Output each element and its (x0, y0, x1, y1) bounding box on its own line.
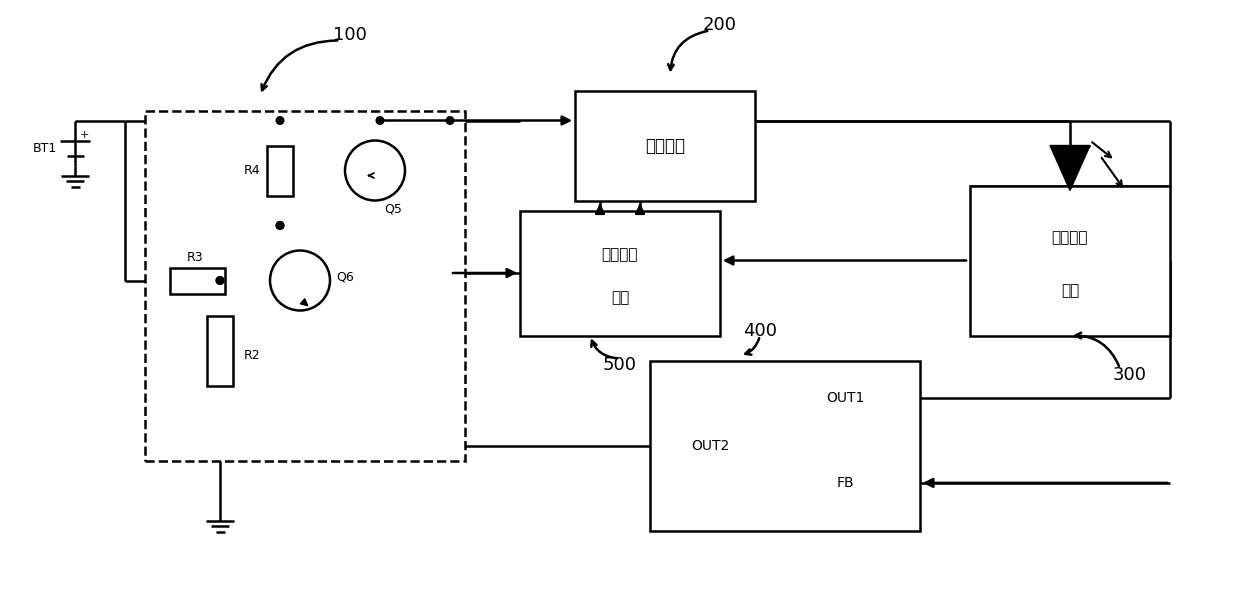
Text: OUT1: OUT1 (827, 391, 866, 405)
Text: 单元: 单元 (611, 290, 629, 306)
Text: R3: R3 (187, 251, 203, 264)
Circle shape (216, 277, 223, 284)
Bar (970, 186, 1171, 335)
Text: 100: 100 (334, 26, 367, 45)
Text: 升压单元: 升压单元 (645, 136, 684, 155)
Text: 电压检测: 电压检测 (1052, 230, 1089, 246)
Text: 400: 400 (743, 321, 777, 340)
Text: 200: 200 (703, 16, 737, 34)
Circle shape (216, 277, 223, 284)
Text: 500: 500 (603, 356, 637, 375)
Bar (520, 211, 720, 335)
Circle shape (277, 222, 284, 229)
Text: R2: R2 (244, 349, 260, 362)
Text: OUT2: OUT2 (692, 439, 730, 453)
Bar (267, 145, 293, 196)
Text: 单元: 单元 (1061, 283, 1079, 298)
Bar (575, 90, 755, 200)
Text: +: + (79, 131, 89, 141)
Circle shape (277, 117, 284, 124)
Text: Q6: Q6 (336, 271, 353, 284)
Text: Q5: Q5 (384, 202, 402, 215)
Circle shape (446, 117, 454, 124)
Circle shape (376, 117, 384, 124)
Text: 300: 300 (1114, 367, 1147, 384)
Text: FB: FB (837, 476, 854, 490)
Bar (145, 111, 465, 461)
Text: 过压保护: 过压保护 (601, 247, 639, 262)
Bar (207, 315, 233, 386)
Text: BT1: BT1 (33, 142, 57, 155)
Polygon shape (1050, 145, 1090, 191)
Bar (650, 360, 920, 530)
Bar (170, 268, 224, 293)
Circle shape (277, 222, 284, 229)
Text: R4: R4 (244, 164, 260, 177)
